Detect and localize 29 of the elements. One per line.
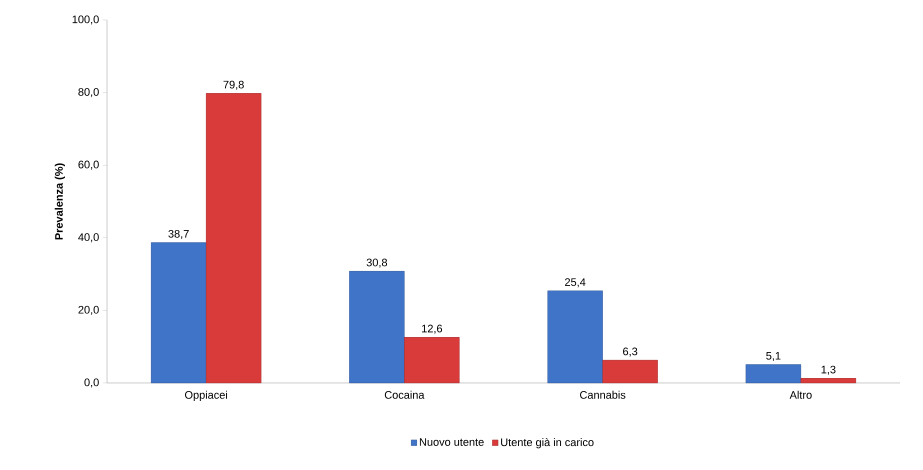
data-label: 12,6	[422, 324, 442, 334]
data-label: 79,8	[224, 80, 244, 90]
y-tick-label: 20,0	[78, 306, 99, 315]
bar	[602, 360, 658, 384]
data-label: 38,7	[168, 230, 189, 239]
x-tick-label: Altro	[790, 390, 812, 399]
data-label: 5,1	[766, 352, 780, 361]
data-label: 1,3	[822, 366, 836, 375]
x-tick-label: Cannabis	[580, 390, 626, 399]
y-tick-label: 100,0	[72, 15, 99, 25]
y-tick-label: 0,0	[84, 378, 99, 388]
y-tick-label: 40,0	[78, 233, 99, 242]
data-label: 25,4	[565, 278, 586, 288]
data-label: 6,3	[623, 348, 638, 357]
bar	[150, 242, 206, 384]
x-tick-label: Oppiacei	[185, 390, 228, 401]
legend-label: Nuovo utente	[420, 438, 484, 446]
y-tick-label: 60,0	[78, 160, 99, 170]
y-tick-label: 80,0	[78, 88, 99, 98]
y-axis-title: Prevalenza (%)	[54, 163, 65, 240]
bar	[404, 337, 460, 384]
data-label: 30,8	[366, 258, 388, 268]
bar	[547, 290, 603, 384]
bar	[800, 378, 856, 384]
bar	[746, 364, 802, 384]
x-tick-label: Cocaina	[384, 390, 424, 399]
bar	[206, 93, 262, 384]
legend-label: Utente già in carico	[501, 438, 594, 448]
bar	[349, 270, 405, 384]
